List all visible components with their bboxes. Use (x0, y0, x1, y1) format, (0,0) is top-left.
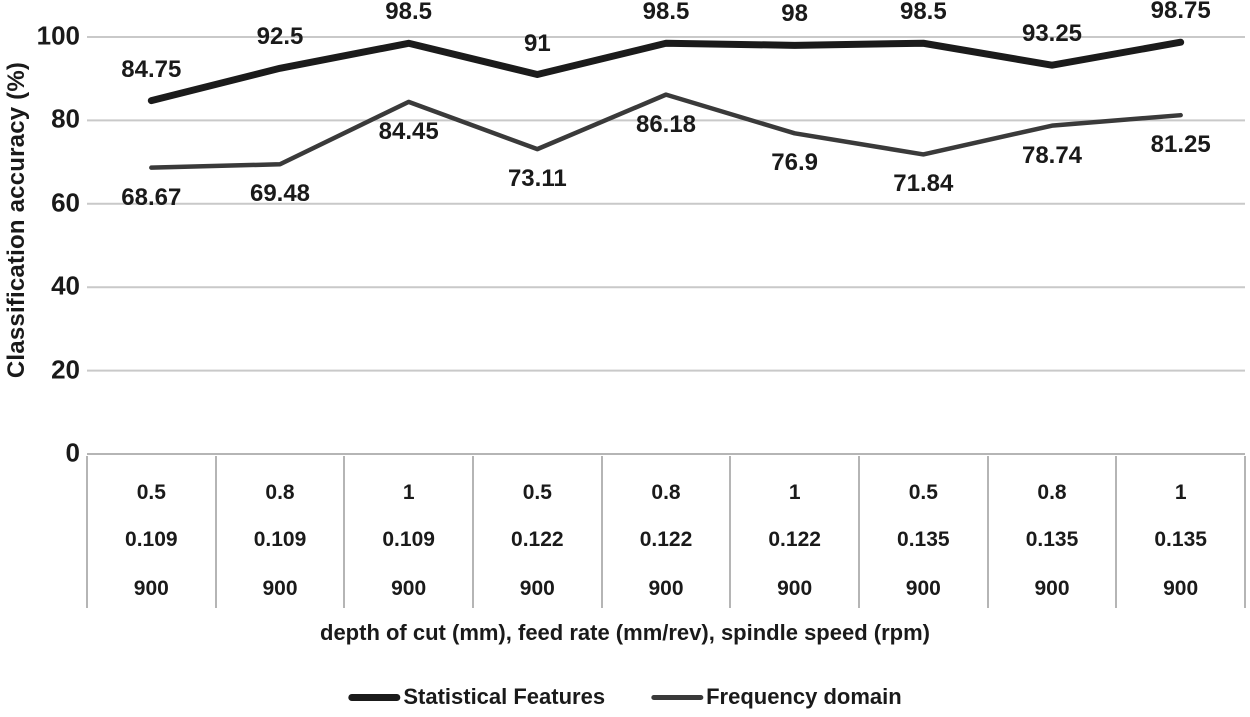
category-cell-row1-col3: 0.122 (511, 528, 564, 551)
category-cell-row1-col5: 0.122 (768, 528, 821, 551)
category-cell-row2-col2: 900 (391, 577, 427, 600)
data-label-series1-pt5: 76.9 (771, 149, 819, 177)
data-label-series1-pt1: 69.48 (249, 180, 311, 208)
table-column-separator (343, 456, 346, 608)
data-label-series0-pt3: 91 (523, 29, 551, 57)
data-label-series0-pt0: 84.75 (121, 55, 182, 83)
category-cell-row1-col7: 0.135 (1025, 528, 1079, 551)
data-label-series0-pt7: 93.25 (1021, 20, 1083, 48)
y-tick-label-0: 0 (65, 437, 80, 468)
table-column-separator (472, 456, 474, 608)
category-cell-row2-col0: 900 (133, 577, 169, 600)
statistical-features-line-icon (348, 693, 401, 701)
category-cell-row0-col5: 1 (788, 481, 801, 504)
y-tick-label-60: 60 (51, 187, 80, 218)
category-cell-row2-col7: 900 (1034, 577, 1070, 600)
table-column-separator (1115, 456, 1118, 608)
table-column-separator (214, 456, 217, 608)
category-cell-row0-col8: 1 (1174, 481, 1187, 504)
legend-item-frequency-domain: Frequency domain (651, 684, 902, 710)
category-cell-row1-col2: 0.109 (382, 528, 435, 551)
category-cell-row2-col8: 900 (1163, 577, 1199, 600)
legend-label-frequency-domain: Frequency domain (706, 684, 902, 709)
table-column-separator (986, 456, 989, 608)
data-label-series0-pt5: 98 (781, 0, 809, 28)
data-label-series0-pt1: 92.5 (256, 23, 304, 51)
series-line-1 (149, 92, 1183, 170)
data-label-series0-pt2: 98.5 (385, 0, 433, 26)
frequency-domain-line-icon (651, 694, 704, 700)
legend-label-statistical-features: Statistical Features (403, 684, 606, 709)
category-cell-row1-col4: 0.122 (639, 528, 693, 551)
category-cell-row0-col0: 0.5 (136, 481, 166, 504)
category-cell-row0-col1: 0.8 (265, 481, 295, 504)
category-cell-row2-col5: 900 (777, 577, 813, 600)
data-label-series0-pt8: 98.75 (1150, 0, 1211, 25)
table-column-separator (600, 456, 603, 608)
category-cell-row0-col7: 0.8 (1037, 481, 1067, 504)
legend: Statistical Features Frequency domain (348, 684, 902, 710)
category-cell-row1-col0: 0.109 (125, 528, 178, 551)
data-label-series1-pt0: 68.67 (121, 183, 182, 211)
category-cell-row0-col2: 1 (402, 481, 415, 504)
legend-item-statistical-features: Statistical Features (348, 684, 605, 710)
data-label-series1-pt2: 84.45 (378, 117, 439, 145)
category-cell-row1-col6: 0.135 (897, 528, 950, 551)
table-column-separator (729, 456, 732, 608)
category-cell-row0-col6: 0.5 (908, 481, 938, 504)
table-column-separator (86, 456, 88, 608)
table-column-separator (1244, 456, 1246, 608)
category-cell-row2-col1: 900 (262, 577, 298, 600)
y-tick-label-20: 20 (51, 353, 80, 384)
data-label-series1-pt4: 86.18 (635, 110, 697, 138)
x-axis-title: depth of cut (mm), feed rate (mm/rev), s… (320, 620, 930, 645)
table-column-separator (858, 456, 860, 608)
data-label-series0-pt4: 98.5 (642, 0, 690, 26)
data-label-series1-pt7: 78.74 (1021, 141, 1083, 169)
data-label-series1-pt6: 71.84 (893, 170, 954, 198)
category-cell-row2-col6: 900 (905, 577, 941, 600)
category-cell-row1-col8: 0.135 (1154, 528, 1207, 551)
data-label-series1-pt3: 73.11 (507, 165, 567, 193)
y-tick-label-80: 80 (51, 103, 80, 134)
category-cell-row2-col3: 900 (519, 577, 555, 600)
category-cell-row2-col4: 900 (648, 577, 684, 600)
category-cell-row0-col4: 0.8 (651, 481, 681, 504)
data-label-series0-pt6: 98.5 (899, 0, 947, 26)
category-cell-row0-col3: 0.5 (522, 481, 552, 504)
data-label-series1-pt8: 81.25 (1150, 131, 1211, 159)
y-tick-label-40: 40 (51, 270, 80, 301)
y-tick-label-100: 100 (36, 20, 80, 51)
category-cell-row1-col1: 0.109 (253, 528, 307, 551)
series-line-0 (147, 38, 1185, 105)
